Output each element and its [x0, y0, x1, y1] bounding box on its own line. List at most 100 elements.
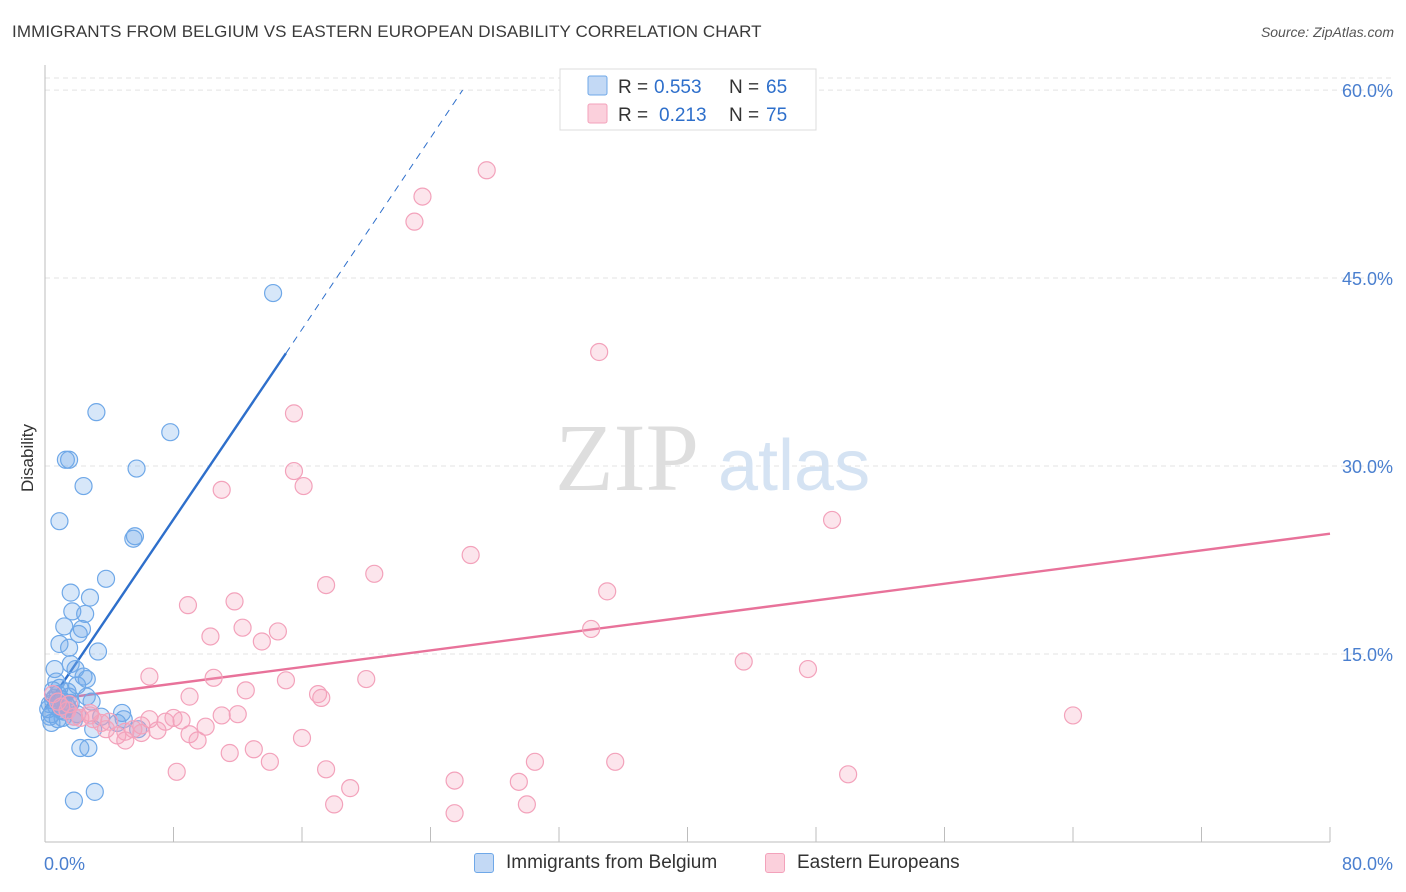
point-1-55	[590, 342, 609, 362]
point-0-43	[161, 423, 180, 442]
point-1-44	[212, 480, 231, 499]
series-legend: Immigrants from Belgium Eastern European…	[0, 852, 1406, 880]
point-0-41	[127, 459, 146, 478]
legend-item-eastern-europeans: Eastern Europeans	[765, 852, 960, 874]
y-axis-label: Disability	[18, 423, 37, 492]
stats-legend: R = 0.553 N = 65 R = 0.213 N = 75	[559, 68, 817, 131]
trend-extension-0	[285, 89, 464, 354]
point-1-50	[284, 461, 304, 481]
point-1-34	[140, 667, 159, 686]
point-0-47	[85, 782, 104, 801]
x-tick-label-min: 0.0%	[44, 854, 85, 874]
point-0-44	[263, 283, 283, 303]
stats-legend-n-label-1: N =	[729, 105, 764, 126]
point-1-59	[798, 659, 818, 679]
point-0-34	[96, 569, 116, 588]
legend-swatch-belgium	[474, 853, 494, 873]
point-1-51	[405, 212, 424, 231]
y-tick-label-3: 60.0%	[1342, 81, 1393, 101]
y-tick-label-0: 15.0%	[1342, 645, 1393, 665]
point-1-64	[525, 752, 545, 771]
point-0-56	[77, 669, 96, 689]
point-1-69	[116, 731, 135, 750]
point-1-72	[167, 762, 186, 781]
point-0-33	[88, 642, 108, 661]
point-0-25	[59, 638, 79, 657]
series-points-1	[43, 161, 1083, 823]
chart-title: IMMIGRANTS FROM BELGIUM VS EASTERN EUROP…	[12, 22, 762, 41]
point-1-21	[196, 717, 215, 736]
point-1-46	[233, 618, 252, 637]
grid-lines	[45, 77, 1395, 655]
point-1-38	[252, 632, 271, 651]
point-0-28	[55, 617, 74, 636]
source-label: Source: ZipAtlas.com	[1260, 24, 1394, 40]
point-1-28	[292, 728, 312, 748]
point-0-29	[72, 619, 92, 639]
point-1-36	[220, 743, 239, 763]
tick-labels: 15.0% 30.0% 45.0% 60.0% 0.0% 80.0%	[44, 81, 1393, 874]
point-1-54	[461, 545, 480, 565]
point-1-53	[477, 161, 496, 180]
point-1-23	[212, 706, 231, 725]
point-1-63	[606, 752, 625, 771]
point-0-24	[50, 634, 69, 654]
point-1-32	[341, 779, 360, 798]
point-1-66	[517, 795, 536, 814]
point-0-46	[79, 738, 98, 758]
stats-legend-n-value-0: 65	[766, 77, 787, 98]
stats-legend-swatch-0	[587, 75, 608, 96]
stats-legend-r-label-0: R =	[618, 77, 653, 98]
y-tick-label-2: 45.0%	[1342, 269, 1393, 289]
point-1-24	[228, 705, 247, 724]
point-1-39	[268, 622, 288, 641]
point-1-27	[276, 671, 296, 690]
point-1-73	[80, 706, 100, 725]
point-1-48	[316, 575, 336, 595]
stats-legend-r-value-1: 0.213	[659, 105, 707, 126]
point-0-27	[76, 604, 95, 624]
point-1-71	[132, 723, 151, 743]
axes	[44, 65, 1331, 843]
stats-legend-n-value-1: 75	[766, 105, 787, 126]
point-0-50	[112, 703, 132, 723]
stats-legend-swatch-1	[587, 103, 608, 124]
point-0-37	[50, 512, 69, 531]
point-1-20	[188, 731, 207, 750]
point-1-45	[178, 596, 198, 615]
point-1-74	[59, 695, 79, 714]
point-1-37	[236, 681, 255, 700]
point-0-30	[80, 588, 100, 607]
trend-line-0	[44, 352, 287, 710]
point-1-22	[204, 668, 223, 687]
point-1-47	[201, 627, 220, 646]
x-tick-label-max: 80.0%	[1342, 854, 1393, 874]
point-1-70	[96, 720, 116, 739]
trend-lines	[44, 89, 1331, 710]
point-1-67	[445, 771, 464, 790]
legend-label-belgium: Immigrants from Belgium	[506, 852, 718, 873]
point-0-32	[69, 624, 88, 644]
point-0-38	[74, 476, 93, 496]
point-1-30	[316, 760, 336, 779]
trend-line-1	[44, 532, 1331, 702]
point-1-68	[445, 804, 464, 823]
point-1-25	[244, 740, 263, 759]
point-0-42	[87, 403, 106, 422]
point-1-18	[172, 711, 191, 730]
point-0-36	[125, 527, 145, 546]
point-1-31	[325, 795, 344, 814]
legend-item-belgium: Immigrants from Belgium	[474, 852, 717, 874]
point-1-35	[180, 687, 199, 706]
point-0-48	[64, 791, 84, 810]
stats-legend-n-label-0: N =	[729, 77, 764, 98]
point-1-65	[509, 772, 528, 791]
point-1-52	[413, 187, 432, 206]
legend-swatch-eastern-europeans	[765, 853, 785, 873]
point-1-26	[260, 752, 279, 771]
data-points	[39, 161, 1083, 823]
stats-legend-r-value-0: 0.553	[654, 77, 702, 98]
point-1-57	[582, 619, 601, 639]
point-0-31	[61, 583, 80, 602]
